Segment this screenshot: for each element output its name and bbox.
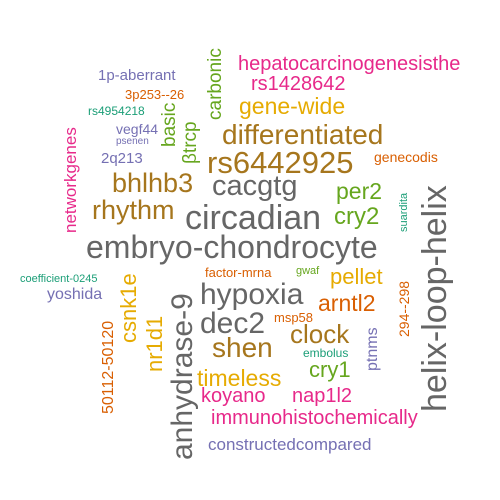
- word-embolus: embolus: [303, 346, 349, 360]
- word-3p253-26: 3p253--26: [125, 87, 185, 102]
- word-suardita: suardita: [398, 192, 410, 232]
- word-hepatocarcinogenesisthe: hepatocarcinogenesisthe: [238, 53, 461, 75]
- word-hypoxia: hypoxia: [200, 278, 304, 311]
- word-arntl2: arntl2: [318, 290, 376, 316]
- word-factor-mrna: factor-mrna: [205, 265, 272, 280]
- word-nap1l2: nap1l2: [292, 385, 353, 407]
- word-nr1d1: nr1d1: [142, 315, 167, 372]
- word-gwaf: gwaf: [296, 265, 320, 277]
- word-constructedcompared: constructedcompared: [208, 435, 372, 454]
- word-ptnms: ptnms: [364, 327, 381, 371]
- word-circadian: circadian: [185, 199, 322, 237]
- word-cry1: cry1: [309, 357, 351, 382]
- word-carbonic: carbonic: [205, 48, 226, 120]
- word-1p-aberrant: 1p-aberrant: [98, 67, 176, 84]
- word-psenen: psenen: [116, 136, 149, 147]
- word-vegf44: vegf44: [116, 121, 159, 137]
- word-yoshida: yoshida: [47, 286, 103, 303]
- word-50112-50120: 50112-50120: [100, 320, 117, 414]
- word-timeless: timeless: [197, 365, 282, 391]
- word-networkgenes: networkgenes: [61, 127, 80, 233]
- word-differentiated: differentiated: [222, 119, 384, 150]
- word-bhlhb3: bhlhb3: [112, 168, 194, 198]
- word-immunohistochemically: immunohistochemically: [211, 407, 418, 429]
- word-koyano: koyano: [201, 385, 266, 407]
- word-embryo-chondrocyte: embryo-chondrocyte: [86, 229, 378, 265]
- word-cry2: cry2: [334, 203, 380, 230]
- word-msp58: msp58: [274, 310, 314, 325]
- word-coefficient-0245: coefficient-0245: [20, 273, 98, 285]
- word-rs4954218: rs4954218: [88, 104, 145, 118]
- word-cacgtg: cacgtg: [212, 170, 298, 202]
- word-pellet: pellet: [330, 264, 383, 289]
- word-helix-loop-helix: helix-loop-helix: [416, 185, 454, 412]
- word-clock: clock: [290, 319, 350, 349]
- word-basic: basic: [159, 102, 180, 147]
- word-dec2: dec2: [200, 307, 266, 340]
- word-btrcp: βtrcp: [180, 121, 201, 164]
- word-per2: per2: [336, 178, 383, 204]
- word-genecodis: genecodis: [374, 149, 438, 165]
- word-rs6442925: rs6442925: [207, 145, 354, 180]
- word-csnk1e: csnk1e: [116, 273, 141, 343]
- word-rs1428642: rs1428642: [251, 73, 346, 95]
- word-gene-wide: gene-wide: [239, 93, 346, 119]
- word-2q213: 2q213: [101, 150, 143, 167]
- word-shen: shen: [212, 332, 273, 363]
- word-anhydrase-9: anhydrase-9: [166, 293, 199, 460]
- word-294-298: 294--298: [396, 280, 412, 337]
- word-rhythm: rhythm: [92, 195, 175, 225]
